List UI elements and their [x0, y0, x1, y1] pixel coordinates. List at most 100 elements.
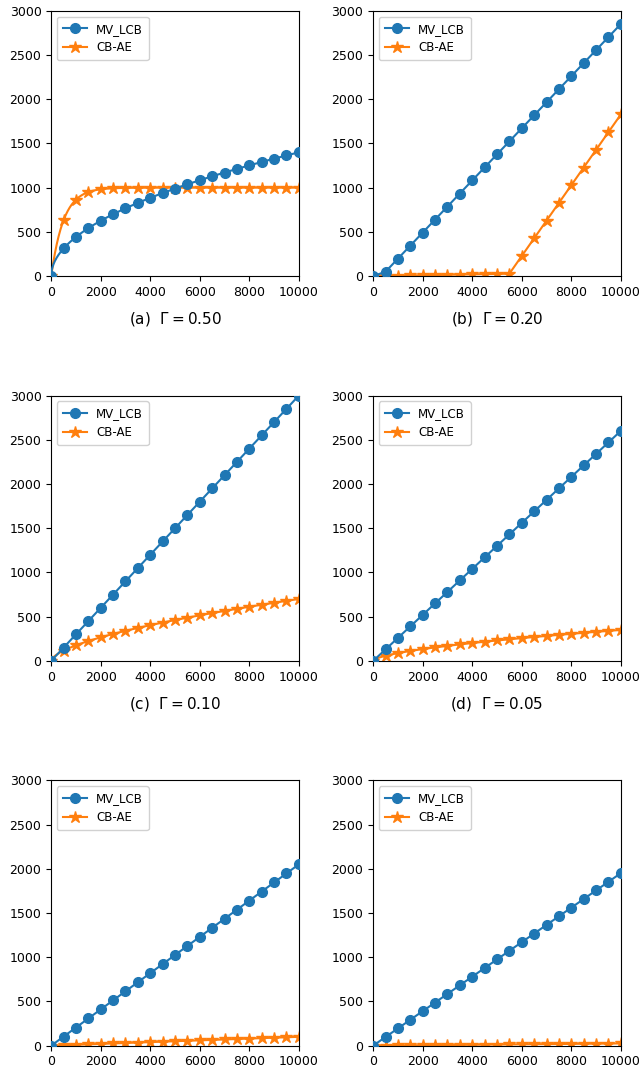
CB-AE [183, 611, 191, 624]
MV_LCB [550, 913, 558, 926]
MV_LCB [493, 953, 501, 966]
MV_LCB [527, 112, 535, 125]
CB-AE [205, 607, 213, 620]
Line: CB-AE: CB-AE [45, 593, 305, 667]
CB-AE [401, 270, 409, 282]
CB-AE [458, 638, 466, 651]
CB-AE [228, 603, 236, 616]
MV_LCB [401, 624, 409, 637]
CB-AE [505, 633, 513, 646]
CB-AE [458, 268, 466, 281]
CB-AE [550, 1037, 558, 1050]
CB-AE [183, 1035, 191, 1048]
CB-AE [79, 188, 87, 201]
MV_LCB [527, 508, 535, 521]
CB-AE [493, 267, 501, 280]
CB-AE [136, 621, 144, 634]
CB-AE [228, 181, 236, 194]
MV_LCB [79, 225, 87, 238]
CB-AE [617, 1037, 625, 1050]
MV_LCB [183, 509, 191, 522]
MV_LCB [493, 539, 501, 552]
CB-AE [228, 1033, 236, 1046]
MV_LCB [401, 245, 409, 258]
Line: CB-AE: CB-AE [45, 1031, 305, 1052]
MV_LCB [205, 924, 213, 937]
Line: MV_LCB: MV_LCB [368, 19, 626, 281]
CB-AE [369, 654, 377, 667]
MV_LCB [505, 136, 513, 149]
CB-AE [79, 1038, 87, 1051]
Title: (d)  $\Gamma = 0.05$: (d) $\Gamma = 0.05$ [451, 695, 543, 714]
MV_LCB [295, 389, 303, 402]
MV_LCB [47, 654, 55, 667]
MV_LCB [295, 146, 303, 158]
Line: CB-AE: CB-AE [367, 108, 627, 282]
MV_LCB [550, 87, 558, 100]
Line: MV_LCB: MV_LCB [46, 390, 304, 666]
MV_LCB [295, 858, 303, 871]
MV_LCB [47, 270, 55, 282]
MV_LCB [369, 654, 377, 667]
CB-AE [295, 181, 303, 194]
CB-AE [47, 654, 55, 667]
CB-AE [172, 181, 179, 194]
MV_LCB [458, 977, 466, 990]
MV_LCB [458, 184, 466, 197]
Line: CB-AE: CB-AE [45, 181, 305, 282]
Legend: MV_LCB, CB-AE: MV_LCB, CB-AE [57, 401, 149, 445]
Line: MV_LCB: MV_LCB [368, 868, 626, 1051]
MV_LCB [183, 940, 191, 953]
CB-AE [369, 1039, 377, 1052]
MV_LCB [369, 270, 377, 282]
MV_LCB [79, 620, 87, 633]
CB-AE [617, 108, 625, 121]
MV_LCB [550, 486, 558, 499]
CB-AE [47, 270, 55, 282]
Legend: MV_LCB, CB-AE: MV_LCB, CB-AE [379, 786, 471, 830]
Line: CB-AE: CB-AE [367, 624, 627, 667]
CB-AE [295, 1031, 303, 1044]
Legend: MV_LCB, CB-AE: MV_LCB, CB-AE [379, 16, 471, 60]
CB-AE [550, 628, 558, 641]
CB-AE [79, 636, 87, 649]
CB-AE [617, 623, 625, 636]
CB-AE [550, 203, 558, 216]
MV_LCB [369, 1039, 377, 1052]
MV_LCB [401, 1017, 409, 1029]
MV_LCB [617, 867, 625, 880]
CB-AE [369, 270, 377, 282]
Line: MV_LCB: MV_LCB [46, 148, 304, 281]
MV_LCB [172, 948, 179, 960]
MV_LCB [228, 460, 236, 473]
MV_LCB [527, 929, 535, 942]
CB-AE [493, 634, 501, 647]
Line: CB-AE: CB-AE [367, 1037, 627, 1052]
Legend: MV_LCB, CB-AE: MV_LCB, CB-AE [57, 16, 149, 60]
Title: (c)  $\Gamma = 0.10$: (c) $\Gamma = 0.10$ [129, 695, 221, 714]
CB-AE [136, 181, 144, 194]
MV_LCB [79, 1015, 87, 1028]
MV_LCB [205, 485, 213, 498]
CB-AE [205, 181, 213, 194]
MV_LCB [172, 182, 179, 195]
CB-AE [172, 1035, 179, 1048]
MV_LCB [47, 1039, 55, 1052]
CB-AE [401, 646, 409, 659]
Line: MV_LCB: MV_LCB [46, 859, 304, 1051]
MV_LCB [617, 425, 625, 438]
CB-AE [205, 1034, 213, 1047]
CB-AE [401, 1039, 409, 1052]
CB-AE [527, 236, 535, 249]
MV_LCB [505, 944, 513, 957]
Title: (b)  $\Gamma = 0.20$: (b) $\Gamma = 0.20$ [451, 310, 543, 329]
MV_LCB [617, 17, 625, 30]
MV_LCB [172, 521, 179, 534]
MV_LCB [136, 973, 144, 986]
Title: (a)  $\Gamma = 0.50$: (a) $\Gamma = 0.50$ [129, 310, 221, 329]
MV_LCB [228, 164, 236, 177]
CB-AE [458, 1038, 466, 1051]
Line: MV_LCB: MV_LCB [368, 426, 626, 666]
CB-AE [172, 613, 179, 626]
MV_LCB [136, 558, 144, 571]
